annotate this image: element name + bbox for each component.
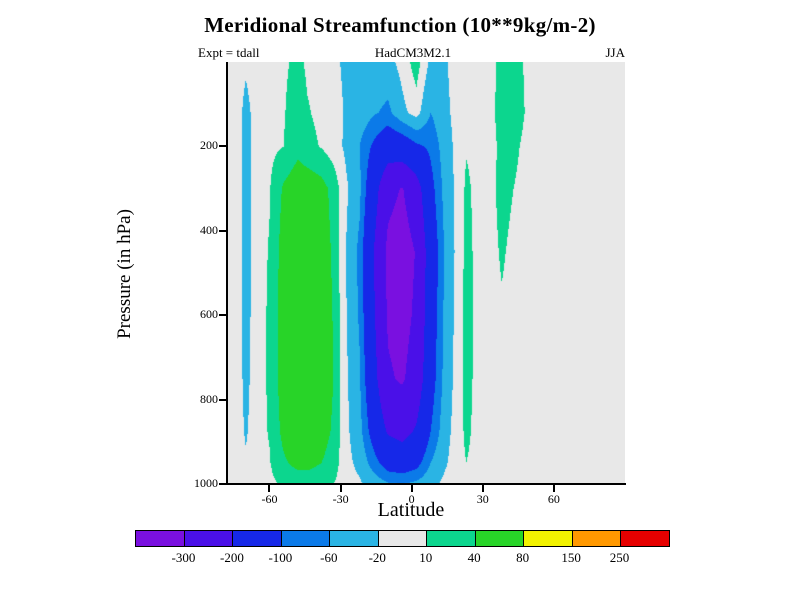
y-axis-tick — [219, 145, 226, 148]
colorbar — [135, 530, 670, 547]
colorbar-segment — [232, 531, 281, 546]
contour-plot-canvas — [228, 62, 625, 484]
x-axis-tick — [552, 485, 555, 492]
model-label: HadCM3M2.1 — [374, 45, 452, 60]
y-axis-tick — [219, 229, 226, 232]
y-axis-line — [226, 62, 228, 485]
colorbar-segment — [329, 531, 378, 546]
colorbar-label: 40 — [467, 550, 481, 565]
colorbar-segment — [280, 531, 330, 546]
colorbar-segment — [426, 531, 475, 546]
x-axis-line — [226, 483, 626, 485]
x-tick-label: 0 — [408, 492, 415, 506]
colorbar-segment — [474, 531, 524, 546]
colorbar-segment — [571, 531, 621, 546]
x-tick-label: -60 — [261, 492, 278, 506]
y-axis-label: Pressure (in hPa) — [114, 209, 135, 339]
colorbar-label: -20 — [368, 550, 386, 565]
y-axis-tick — [219, 398, 226, 401]
colorbar-label: 250 — [609, 550, 630, 565]
season-label: JJA — [605, 45, 625, 60]
colorbar-segment — [377, 531, 427, 546]
colorbar-label: -60 — [320, 550, 338, 565]
x-tick-label: -30 — [332, 492, 349, 506]
y-axis-tick — [219, 483, 226, 485]
colorbar-label: 10 — [419, 550, 433, 565]
y-tick-label: 1000 — [194, 476, 218, 490]
y-tick-label: 400 — [200, 222, 218, 237]
x-axis-tick — [268, 485, 271, 492]
chart-title: Meridional Streamfunction (10**9kg/m-2) — [204, 13, 596, 37]
colorbar-label: 150 — [561, 550, 581, 565]
y-axis-tick — [219, 314, 226, 317]
colorbar-segment — [183, 531, 233, 546]
colorbar-label: 80 — [516, 550, 530, 565]
experiment-label: Expt = tdall — [198, 45, 260, 60]
x-tick-label: 30 — [476, 492, 489, 506]
y-tick-label: 800 — [200, 391, 218, 406]
colorbar-segment — [523, 531, 572, 546]
colorbar-segment — [136, 531, 184, 546]
x-tick-label: 60 — [547, 492, 560, 506]
x-axis-tick — [481, 485, 484, 492]
y-tick-label: 600 — [200, 307, 218, 322]
colorbar-label: -200 — [219, 550, 244, 565]
y-tick-label: 200 — [200, 138, 218, 153]
colorbar-label: -300 — [171, 550, 196, 565]
x-axis-label: Latitude — [377, 499, 445, 521]
colorbar-label: -100 — [268, 550, 293, 565]
colorbar-segment — [620, 531, 670, 546]
x-axis-tick — [410, 485, 413, 492]
x-axis-tick — [339, 485, 342, 492]
